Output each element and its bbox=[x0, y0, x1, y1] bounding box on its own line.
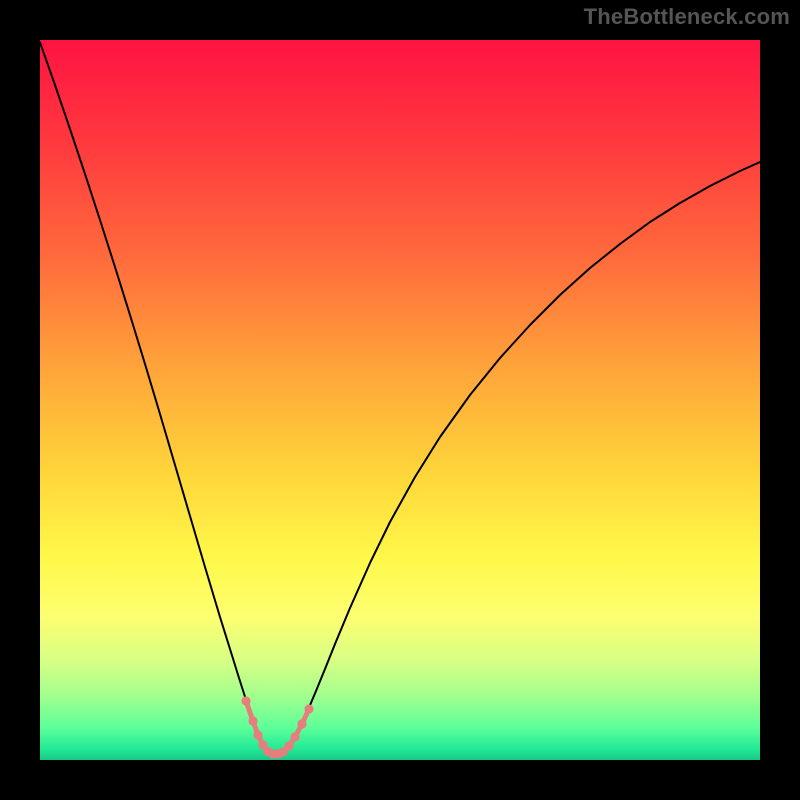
plot-svg bbox=[40, 40, 760, 760]
plot-area bbox=[40, 40, 760, 760]
gradient-background bbox=[40, 40, 760, 760]
watermark-text: TheBottleneck.com bbox=[584, 4, 790, 30]
optimal-marker bbox=[297, 719, 306, 728]
optimal-marker bbox=[241, 696, 250, 705]
optimal-marker bbox=[284, 741, 293, 750]
optimal-marker bbox=[248, 716, 257, 725]
optimal-marker bbox=[304, 704, 313, 713]
chart-frame: TheBottleneck.com bbox=[0, 0, 800, 800]
optimal-marker bbox=[253, 730, 262, 739]
optimal-marker bbox=[290, 732, 299, 741]
